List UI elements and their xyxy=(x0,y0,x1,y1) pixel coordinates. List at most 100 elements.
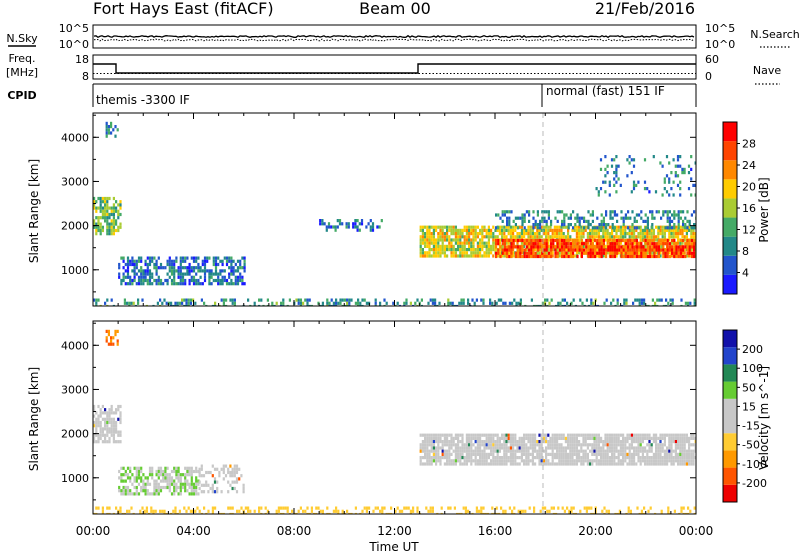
heatmap-cell xyxy=(470,433,473,437)
heatmap-cell xyxy=(110,121,113,125)
heatmap-cell xyxy=(652,459,655,463)
heatmap-cell xyxy=(437,254,440,258)
heatmap-cell xyxy=(674,235,677,239)
heatmap-cell xyxy=(520,446,523,450)
heatmap-cell xyxy=(675,213,678,217)
heatmap-cell xyxy=(582,443,585,447)
heatmap-cell xyxy=(435,244,438,248)
heatmap-cell xyxy=(496,456,499,460)
heatmap-cell xyxy=(585,219,588,223)
heatmap-cell xyxy=(177,269,180,273)
heatmap-cell xyxy=(635,251,638,255)
heatmap-cell xyxy=(481,248,484,252)
heatmap-cell xyxy=(503,440,506,444)
heatmap-cell xyxy=(584,228,587,232)
heatmap-cell xyxy=(616,301,619,305)
heatmap-cell xyxy=(547,232,550,236)
heatmap-cell xyxy=(685,440,688,444)
heatmap-cell xyxy=(431,506,434,510)
heatmap-cell xyxy=(620,238,623,243)
heatmap-cell xyxy=(266,509,269,513)
heatmap-cell xyxy=(190,256,193,260)
heatmap-cell xyxy=(192,489,196,493)
heatmap-cell xyxy=(671,298,674,302)
heatmap-cell xyxy=(135,489,138,493)
heatmap-cell xyxy=(637,440,640,444)
heatmap-cell xyxy=(166,476,169,480)
heatmap-cell xyxy=(637,446,640,450)
heatmap-cell xyxy=(432,440,435,444)
heatmap-cell xyxy=(509,440,512,444)
heatmap-cell xyxy=(511,301,514,305)
heatmap-cell xyxy=(529,446,532,450)
heatmap-cell xyxy=(680,509,683,513)
heatmap-cell xyxy=(489,301,492,305)
heatmap-cell xyxy=(552,245,555,249)
heatmap-cell xyxy=(538,228,541,232)
heatmap-cell xyxy=(430,459,433,463)
heatmap-cell xyxy=(547,433,550,437)
heatmap-cell xyxy=(666,245,669,249)
heatmap-cell xyxy=(432,456,435,460)
heatmap-cell xyxy=(498,238,501,242)
heatmap-cell xyxy=(124,485,127,490)
heatmap-cell xyxy=(646,251,649,255)
heatmap-cell xyxy=(582,440,585,444)
heatmap-cell xyxy=(547,235,550,239)
heatmap-cell xyxy=(376,225,379,229)
heatmap-cell xyxy=(126,301,129,305)
heatmap-cell xyxy=(620,245,623,249)
heatmap-cell xyxy=(556,210,559,214)
heatmap-cell xyxy=(229,464,232,468)
heatmap-cell xyxy=(426,433,429,437)
heatmap-cell xyxy=(222,477,225,481)
heatmap-cell xyxy=(496,462,499,466)
heatmap-cell xyxy=(505,449,508,453)
heatmap-cell xyxy=(463,225,466,229)
heatmap-cell xyxy=(446,436,449,440)
heatmap-cell xyxy=(536,456,539,460)
heatmap-cell xyxy=(133,278,136,283)
heatmap-cell xyxy=(112,336,115,340)
heatmap-cell xyxy=(99,196,102,201)
heatmap-cell xyxy=(244,512,247,514)
heatmap-cell xyxy=(461,228,464,232)
heatmap-cell xyxy=(521,223,524,227)
heatmap-cell xyxy=(93,404,96,409)
heatmap-cell xyxy=(556,225,559,229)
heatmap-cell xyxy=(468,459,471,463)
heatmap-cell xyxy=(133,479,136,483)
heatmap-cell xyxy=(564,456,567,460)
heatmap-cell xyxy=(114,134,117,138)
heatmap-cell xyxy=(175,476,178,480)
heatmap-cell xyxy=(683,443,686,447)
heatmap-cell xyxy=(633,226,636,230)
heatmap-cell xyxy=(606,449,609,453)
heatmap-cell xyxy=(426,446,429,450)
heatmap-cell xyxy=(688,452,691,456)
heatmap-cell xyxy=(192,485,196,490)
heatmap-cell xyxy=(219,282,222,286)
heatmap-cell xyxy=(485,232,488,236)
heatmap-cell xyxy=(667,509,670,513)
heatmap-cell xyxy=(381,506,384,510)
heatmap-cell xyxy=(601,509,604,513)
heatmap-cell xyxy=(602,238,605,243)
heatmap-cell xyxy=(666,216,669,220)
heatmap-cell xyxy=(392,301,395,305)
heatmap-cell xyxy=(115,228,118,233)
heatmap-cell xyxy=(608,183,611,187)
heatmap-cell xyxy=(101,225,104,229)
heatmap-cell xyxy=(510,210,513,214)
colorbar-swatch xyxy=(723,255,737,275)
heatmap-cell xyxy=(655,238,658,242)
heatmap-cell xyxy=(633,251,636,255)
nsky-panel: N.Sky 10^5 10^0 10^5 10^0 N.Search xyxy=(6,22,799,51)
heatmap-cell xyxy=(108,222,111,226)
heatmap-cell xyxy=(188,492,191,496)
heatmap-cell xyxy=(542,462,545,466)
heatmap-cell xyxy=(676,174,680,178)
heatmap-cell xyxy=(670,456,673,460)
heatmap-cell xyxy=(441,446,444,450)
